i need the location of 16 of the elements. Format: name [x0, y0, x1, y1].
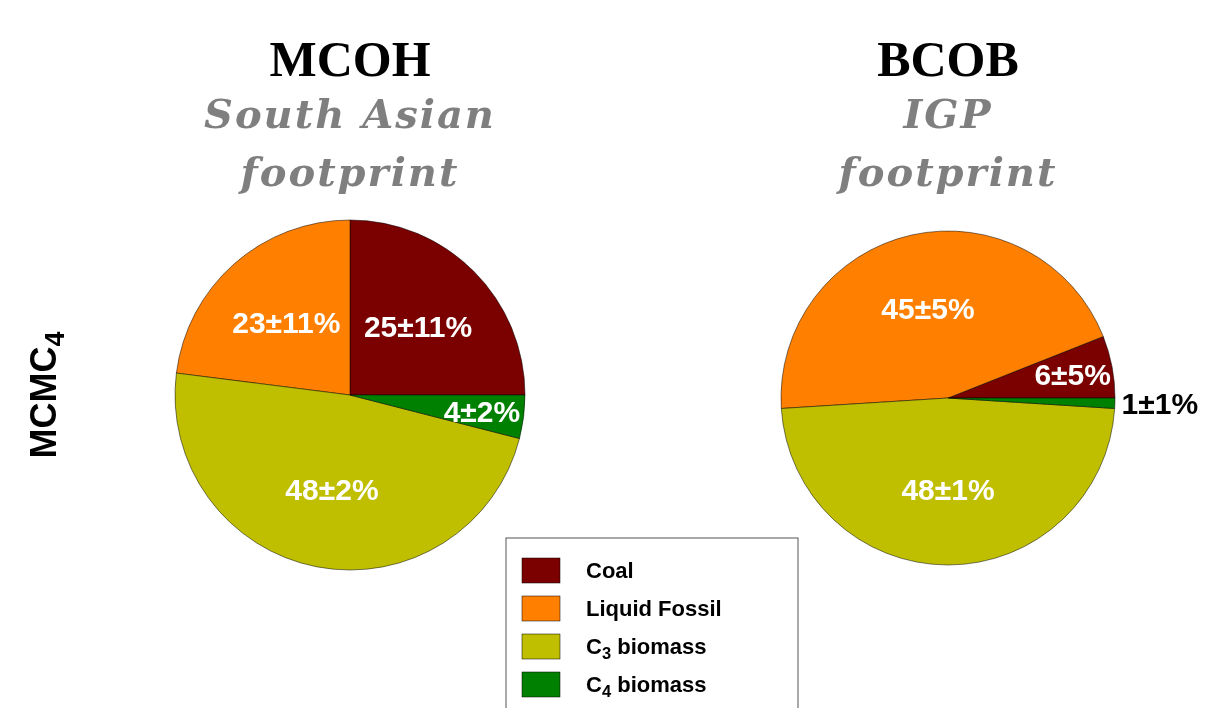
legend-label: Liquid Fossil	[586, 596, 722, 621]
legend-label: Coal	[586, 558, 634, 583]
data-label: 25±11%	[363, 310, 473, 344]
data-label: 45±5%	[881, 291, 975, 325]
data-label: 6±5%	[1034, 357, 1111, 391]
chart-subtitle: IGP footprint	[835, 90, 1058, 195]
chart-title: BCOB	[877, 31, 1019, 87]
chart-subtitle: South Asian footprint	[204, 90, 496, 195]
legend-label: C$_{3}$ biomass	[586, 634, 707, 663]
data-label: 1±1%	[1121, 386, 1199, 420]
data-label: 23±11%	[232, 306, 341, 340]
data-label: 4±2%	[443, 395, 521, 429]
legend-label: C$_{4}$ biomass	[586, 672, 707, 701]
data-label: 48±2%	[285, 473, 379, 507]
data-label: 48±1%	[901, 473, 995, 507]
chart-title: MCOH	[269, 31, 431, 87]
